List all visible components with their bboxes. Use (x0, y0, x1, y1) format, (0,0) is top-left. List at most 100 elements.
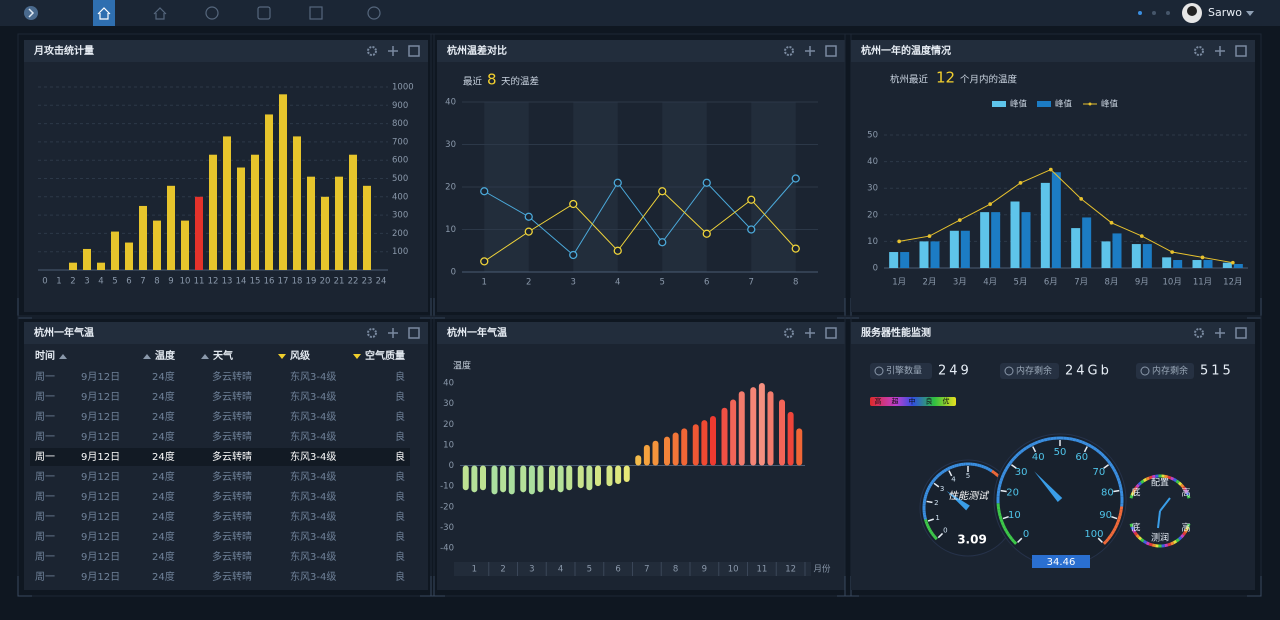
panel (844, 33, 1262, 319)
table-cell: 良 (395, 490, 405, 503)
nav-home[interactable] (93, 0, 115, 26)
table-cell: 多云转晴 (212, 490, 252, 503)
panel-fullscreen[interactable] (408, 327, 420, 339)
table-cell: 东风3-4级 (290, 390, 336, 403)
gauge-ring (1046, 437, 1051, 441)
bar (796, 428, 803, 466)
point (747, 195, 756, 204)
gauge-ring (1020, 448, 1025, 453)
y-tick-label: 20 (867, 210, 878, 220)
panel-move[interactable] (388, 328, 398, 338)
table-cell: 良 (395, 370, 405, 383)
panel-move[interactable] (388, 46, 398, 56)
nav-icon[interactable] (309, 6, 323, 20)
table-cell: 良 (395, 430, 405, 443)
table-cell: 东风3-4级 (290, 530, 336, 543)
x-tick-label: 13 (222, 277, 233, 287)
gauge-ring (924, 493, 928, 498)
user-caret[interactable] (1246, 11, 1254, 16)
x-tick-label: 19 (306, 277, 317, 287)
gauge-ring (1001, 471, 1007, 476)
panel-title: 服务器性能监测 (861, 326, 931, 339)
gauge-ring (981, 464, 985, 469)
subtitle: 天的温差 (501, 76, 539, 88)
x-tick-label: 21 (334, 277, 345, 287)
menu-button[interactable] (24, 6, 38, 20)
nav-icon[interactable] (257, 6, 271, 20)
y-tick-label: 100 (392, 247, 408, 257)
gauge-ring (1113, 471, 1119, 476)
table-cell: 9月12日 (81, 451, 120, 463)
bar (265, 114, 273, 270)
gauge-ring (941, 469, 945, 474)
y-tick-label: 200 (392, 229, 408, 239)
x-tick-label: 3 (529, 565, 534, 575)
gauge-ring (1119, 486, 1123, 491)
bar (767, 391, 774, 466)
nav-icon[interactable] (153, 7, 167, 20)
table-cell: 良 (395, 530, 405, 543)
point (927, 234, 932, 238)
bar (557, 465, 564, 493)
sort-icon[interactable] (143, 354, 151, 359)
dial-ring (1145, 476, 1150, 481)
panel-settings[interactable] (1194, 46, 1204, 56)
gauge-ring (1115, 521, 1120, 526)
point (957, 218, 962, 222)
x-tick-label: 12 (785, 565, 796, 575)
y-tick-label: 10 (445, 225, 456, 235)
legend-label: 峰值 (1010, 99, 1028, 110)
nav-icon[interactable] (205, 6, 219, 20)
gauge-ring (956, 463, 960, 467)
gauge-tick (937, 532, 944, 539)
x-tick-label: 24 (376, 277, 387, 287)
sort-icon[interactable] (201, 354, 209, 359)
gauge-ring (1092, 446, 1098, 452)
panel-move[interactable] (1215, 328, 1225, 338)
sort-icon[interactable] (278, 354, 286, 359)
x-tick-label: 11 (756, 565, 767, 575)
panel-settings[interactable] (784, 328, 794, 338)
gauge-ring (924, 491, 929, 495)
dial-ring (1175, 479, 1180, 484)
panel-fullscreen[interactable] (1235, 45, 1247, 57)
line (899, 168, 1233, 264)
panel-settings[interactable] (1194, 328, 1204, 338)
panel-settings[interactable] (367, 328, 377, 338)
subtitle: 8 (487, 71, 497, 89)
point (897, 239, 902, 244)
panel-settings[interactable] (784, 46, 794, 56)
page-dot[interactable] (1152, 11, 1156, 15)
nav-icon[interactable] (367, 6, 381, 20)
panel-fullscreen[interactable] (1235, 327, 1247, 339)
bar (779, 399, 785, 466)
gauge-ring (1008, 535, 1013, 540)
page-dot[interactable] (1166, 11, 1170, 15)
dial-ring (1164, 474, 1169, 479)
panel-fullscreen[interactable] (408, 45, 420, 57)
x-tick-label: 4 (98, 277, 103, 287)
panel-move[interactable] (1215, 46, 1225, 56)
panel-move[interactable] (805, 46, 815, 56)
legend-swatch (1037, 101, 1051, 107)
table-cell: 24度 (152, 470, 175, 483)
panel-fullscreen[interactable] (825, 45, 837, 57)
table-cell: 9月12日 (81, 431, 120, 443)
x-tick-label: 5 (587, 565, 592, 575)
gauge-ring (926, 525, 931, 529)
gauge-tick-label: 40 (1032, 452, 1045, 463)
bar (223, 136, 231, 270)
sort-icon[interactable] (353, 354, 361, 359)
panel-settings[interactable] (367, 46, 377, 56)
sort-icon[interactable] (59, 354, 67, 359)
bar (949, 230, 959, 268)
gauge-value: 3.09 (957, 533, 987, 547)
page-dot[interactable] (1138, 11, 1142, 15)
table-cell: 24度 (152, 390, 175, 403)
user-name[interactable]: Sarwo (1208, 6, 1242, 19)
gauge-tick-label: 30 (1015, 467, 1028, 478)
panel-move[interactable] (805, 328, 815, 338)
panel-fullscreen[interactable] (825, 327, 837, 339)
table-cell: 东风3-4级 (290, 410, 336, 423)
panel-body (437, 322, 845, 590)
